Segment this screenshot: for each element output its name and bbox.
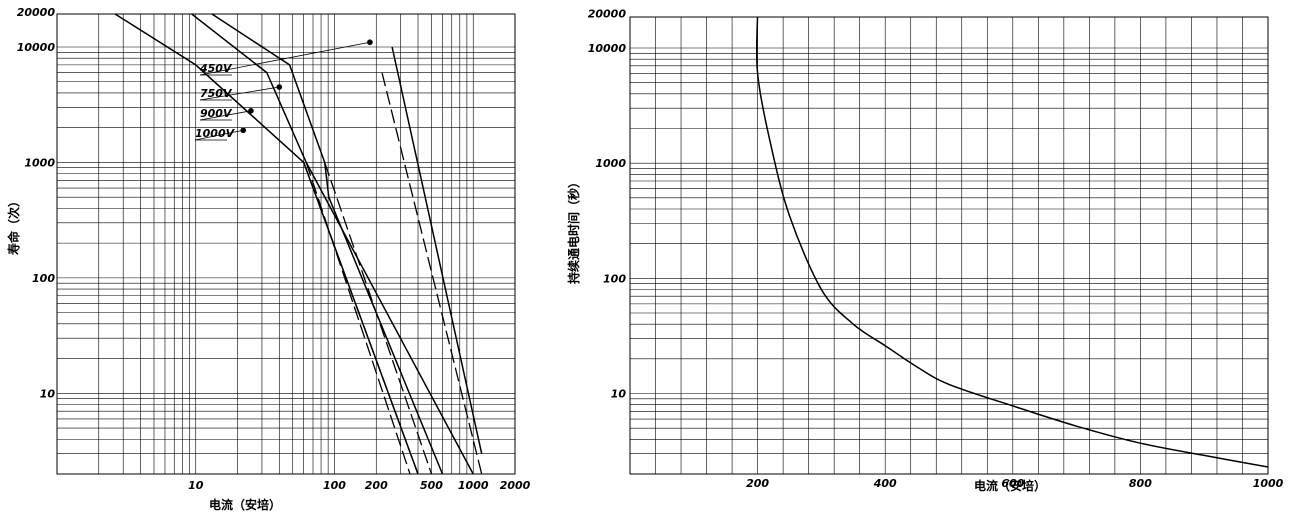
x-tick-label: 2000 — [500, 479, 531, 492]
x-tick-label: 200 — [746, 477, 769, 490]
y-tick-label: 100 — [603, 272, 626, 285]
y-tick-label: 10 — [40, 387, 56, 400]
y-tick-label: 1000 — [24, 156, 55, 169]
series-750V-dashed — [305, 162, 411, 474]
x-tick-label: 600 — [1001, 477, 1024, 490]
duration-chart-tick-labels: 10 100 1000 10000 20000 200 400 600 800 1000 — [588, 7, 1284, 490]
x-tick-label: 800 — [1129, 477, 1152, 490]
life-chart-frame — [56, 13, 516, 475]
x-tick-label: 500 — [420, 479, 443, 492]
duration-chart-ylabel: 持续通电时间（秒） — [566, 176, 581, 284]
x-tick-label: 100 — [323, 479, 346, 492]
x-tick-label: 1000 — [458, 479, 489, 492]
duration-curve — [755, 17, 1268, 468]
series-900V-solid — [391, 46, 483, 454]
series-1000V-label: 1000V — [195, 127, 236, 140]
x-tick-label: 200 — [365, 479, 388, 492]
duration-chart-series — [755, 17, 1268, 468]
series-900V-leader — [199, 110, 252, 121]
duration-chart-xlabel: 电流（安培） — [974, 478, 1046, 493]
y-tick-label: 10000 — [588, 42, 627, 55]
duration-chart-frame — [629, 16, 1269, 475]
y-tick-label: 10 — [611, 388, 627, 401]
duration-chart: 10 100 1000 10000 20000 200 400 600 800 1000 电流（安… — [566, 7, 1284, 493]
series-450V-dashed — [324, 162, 433, 474]
x-tick-label: 10 — [188, 479, 204, 492]
series-750V-label: 750V — [200, 87, 233, 100]
y-tick-label: 100 — [32, 272, 55, 285]
y-tick-label: 20000 — [588, 7, 627, 20]
y-tick-label: 20000 — [17, 6, 56, 19]
series-750V-marker — [276, 84, 283, 90]
series-1000V-leader — [194, 129, 244, 141]
series-450V-label: 450V — [199, 62, 233, 75]
series-900V-marker — [248, 108, 254, 114]
life-chart-xlabel: 电流（安培） — [209, 497, 281, 512]
x-tick-label: 400 — [873, 477, 897, 490]
series-1000V-dashed — [303, 162, 419, 474]
series-450V-marker — [367, 39, 373, 46]
series-450V-leader — [199, 41, 370, 76]
x-tick-label: 1000 — [1253, 477, 1284, 490]
y-tick-label: 1000 — [595, 157, 626, 170]
y-tick-label: 10000 — [17, 41, 56, 54]
series-750V-leader — [199, 86, 280, 101]
life-chart-grid — [57, 14, 515, 475]
series-1000V-marker — [240, 127, 247, 134]
series-900V-label: 900V — [200, 107, 233, 120]
series-750V-solid — [190, 14, 474, 474]
series-900V-dashed — [381, 72, 483, 474]
life-chart-series — [113, 14, 483, 474]
life-chart-ylabel: 寿命（次） — [6, 195, 21, 255]
duration-chart-grid — [630, 17, 1268, 475]
